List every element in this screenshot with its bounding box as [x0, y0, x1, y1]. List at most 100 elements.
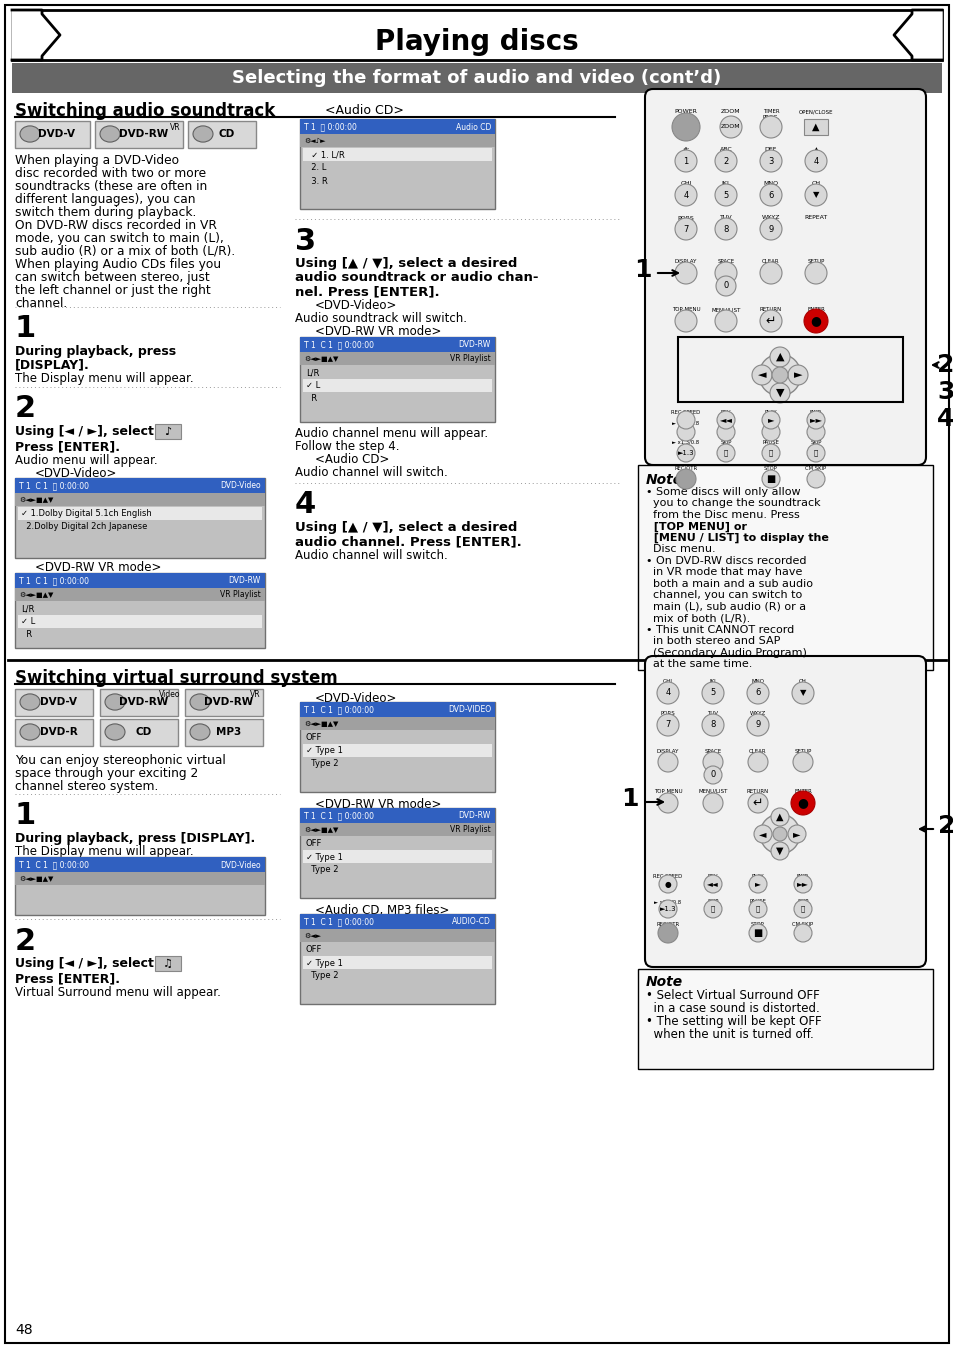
- Circle shape: [806, 470, 824, 488]
- Text: <DVD-Video>: <DVD-Video>: [314, 299, 397, 311]
- Text: Audio CD: Audio CD: [456, 123, 491, 132]
- Text: when the unit is turned off.: when the unit is turned off.: [645, 1029, 813, 1041]
- Text: 1: 1: [634, 257, 651, 282]
- Text: REC SPEED: REC SPEED: [653, 874, 681, 879]
- Circle shape: [675, 310, 697, 332]
- Text: RETURN: RETURN: [746, 789, 768, 794]
- Text: ▲: ▲: [775, 352, 783, 363]
- Text: DISPLAY: DISPLAY: [674, 259, 697, 264]
- Text: ■: ■: [753, 927, 761, 938]
- Bar: [638, 465, 932, 670]
- Text: CH: CH: [811, 181, 820, 186]
- Circle shape: [701, 682, 723, 704]
- Bar: [15, 121, 90, 148]
- Text: 0: 0: [710, 771, 715, 779]
- Text: SKIP: SKIP: [720, 439, 731, 445]
- Text: L/R: L/R: [21, 604, 34, 613]
- Text: 1: 1: [15, 802, 36, 830]
- Text: PLAY: PLAY: [751, 874, 763, 879]
- Circle shape: [759, 355, 801, 396]
- Bar: [15, 479, 265, 493]
- Text: • Some discs will only allow: • Some discs will only allow: [645, 487, 800, 497]
- Text: 4: 4: [664, 689, 670, 697]
- Bar: [185, 689, 263, 716]
- Circle shape: [676, 469, 696, 489]
- Text: RETURN: RETURN: [760, 307, 781, 311]
- Text: sub audio (R) or a mix of both (L/R).: sub audio (R) or a mix of both (L/R).: [15, 245, 235, 257]
- Text: main (L), sub audio (R) or a: main (L), sub audio (R) or a: [645, 603, 805, 612]
- Bar: [638, 969, 932, 1069]
- Text: channel.: channel.: [15, 297, 67, 310]
- Text: the left channel or just the right: the left channel or just the right: [15, 284, 211, 297]
- Text: ●: ●: [664, 879, 671, 888]
- Text: REV: REV: [720, 410, 731, 415]
- Text: • Select Virtual Surround OFF: • Select Virtual Surround OFF: [645, 989, 819, 1002]
- Bar: [678, 337, 902, 402]
- Text: ENTER: ENTER: [806, 307, 824, 311]
- Text: audio soundtrack or audio chan-: audio soundtrack or audio chan-: [294, 271, 537, 284]
- Text: 4: 4: [813, 156, 818, 166]
- Text: REPEAT: REPEAT: [803, 214, 827, 220]
- Text: TIMER
PROG.: TIMER PROG.: [761, 109, 779, 120]
- Text: ♫: ♫: [163, 958, 172, 969]
- Text: 2: 2: [937, 353, 953, 377]
- Text: OFF: OFF: [306, 840, 322, 848]
- Text: CD: CD: [135, 727, 152, 737]
- Bar: [15, 588, 265, 601]
- Text: MENU/LIST: MENU/LIST: [698, 789, 727, 794]
- Text: ⚙◄►■▲▼: ⚙◄►■▲▼: [19, 592, 53, 599]
- Text: ►►: ►►: [797, 879, 808, 888]
- Text: Disc menu.: Disc menu.: [645, 545, 715, 554]
- Text: ⚙◄►■▲▼: ⚙◄►■▲▼: [304, 356, 338, 363]
- Text: T 1  C 1  ⌛ 0:00:00: T 1 C 1 ⌛ 0:00:00: [19, 481, 89, 491]
- Text: 2: 2: [722, 156, 728, 166]
- Bar: [100, 718, 178, 745]
- Text: in both stereo and SAP: in both stereo and SAP: [645, 636, 780, 647]
- Text: PQRS: PQRS: [677, 214, 694, 220]
- Text: STOP: STOP: [750, 922, 764, 927]
- Text: Audio soundtrack will switch.: Audio soundtrack will switch.: [294, 311, 467, 325]
- Text: You can enjoy stereophonic virtual: You can enjoy stereophonic virtual: [15, 754, 226, 767]
- Text: DVD-RW: DVD-RW: [204, 697, 253, 706]
- Bar: [15, 857, 265, 915]
- Text: ⚙◄►: ⚙◄►: [304, 933, 320, 940]
- Text: can switch between stereo, just: can switch between stereo, just: [15, 271, 210, 284]
- Text: 4: 4: [937, 407, 953, 431]
- Circle shape: [714, 150, 737, 173]
- Bar: [299, 337, 495, 352]
- Text: Using [▲ / ▼], select a desired: Using [▲ / ▼], select a desired: [294, 520, 517, 534]
- Ellipse shape: [105, 724, 125, 740]
- Text: ◄◄: ◄◄: [706, 879, 719, 888]
- Ellipse shape: [20, 724, 40, 740]
- Text: audio channel. Press [ENTER].: audio channel. Press [ENTER].: [294, 535, 521, 549]
- Bar: [15, 573, 265, 648]
- Text: ZOOM: ZOOM: [720, 124, 740, 129]
- Text: 1: 1: [15, 314, 36, 344]
- Circle shape: [659, 900, 677, 918]
- Text: DEF: DEF: [764, 147, 777, 152]
- FancyBboxPatch shape: [644, 656, 925, 967]
- Text: DVD-V: DVD-V: [40, 697, 77, 706]
- Circle shape: [703, 875, 721, 892]
- Circle shape: [771, 367, 787, 383]
- Bar: [15, 479, 265, 558]
- Text: ABC: ABC: [719, 147, 732, 152]
- Text: channel stereo system.: channel stereo system.: [15, 780, 158, 793]
- Text: 3: 3: [767, 156, 773, 166]
- Text: DVD-V: DVD-V: [38, 129, 75, 139]
- Text: different languages), you can: different languages), you can: [15, 193, 195, 206]
- Text: in a case sound is distorted.: in a case sound is distorted.: [645, 1002, 819, 1015]
- Text: ZOOM: ZOOM: [720, 109, 740, 115]
- Text: SKIP: SKIP: [706, 899, 718, 905]
- Text: [MENU / LIST] to display the: [MENU / LIST] to display the: [645, 532, 828, 543]
- Circle shape: [717, 411, 734, 429]
- Circle shape: [791, 682, 813, 704]
- Ellipse shape: [190, 724, 210, 740]
- Circle shape: [746, 714, 768, 736]
- Text: 2. L: 2. L: [306, 163, 326, 173]
- Text: STOP: STOP: [763, 466, 777, 470]
- Circle shape: [753, 825, 771, 842]
- Text: POWER: POWER: [674, 109, 697, 115]
- Circle shape: [787, 825, 805, 842]
- Text: TUV: TUV: [707, 710, 718, 716]
